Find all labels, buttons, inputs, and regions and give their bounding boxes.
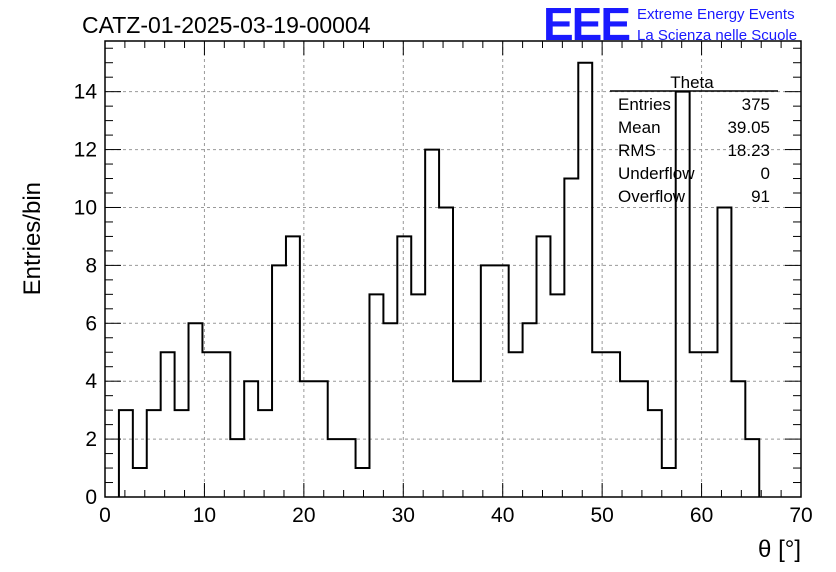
y-tick-label: 4 [85,370,97,393]
stats-row-label: Underflow [618,164,695,183]
stats-row-label: Entries [618,95,671,114]
stats-row-value: 0 [761,164,770,183]
eee-logo-line2: La Scienza nelle Scuole [637,27,797,44]
stats-title: Theta [670,73,714,92]
y-tick-label: 10 [74,196,97,219]
stats-row-value: 39.05 [727,118,770,137]
y-tick-label: 8 [85,254,97,277]
y-tick-label: 0 [85,486,97,509]
stats-row-label: Overflow [618,187,686,206]
stats-row-value: 18.23 [727,141,770,160]
stats-row-value: 375 [742,95,770,114]
stats-rows: Entries 375 Mean 39.05 RMS 18.23 Underflow 0 Ove… [618,95,770,206]
x-tick-label: 50 [590,504,613,527]
eee-logo-mark: EEE [543,0,629,50]
y-tick-label: 14 [74,81,98,104]
eee-logo: EEE Extreme Energy Events La Scienza nel… [543,0,797,50]
stats-row-label: Mean [618,118,661,137]
histogram [117,61,761,497]
x-tick-label: 40 [491,504,514,527]
x-axis-label: θ [°] [758,536,801,563]
histogram-outline [117,61,761,497]
x-tick-label: 20 [292,504,315,527]
stats-box: Theta Entries 375 Mean 39.05 RMS 18.23 Underfl… [610,73,778,206]
x-tick-label: 70 [789,504,812,527]
stats-row-label: RMS [618,141,656,160]
y-tick-label: 6 [85,312,97,335]
plot-border [104,40,802,498]
eee-logo-line1: Extreme Energy Events [637,6,795,23]
stats-row-value: 91 [751,187,770,206]
axis-ticks: 0 10 20 30 40 50 60 70 0 2 4 6 8 10 12 14 [74,41,813,527]
x-tick-label: 30 [392,504,415,527]
y-tick-label: 2 [85,428,97,451]
y-axis-label: Entries/bin [19,182,46,295]
x-tick-label: 60 [690,504,713,527]
y-tick-label: 12 [74,139,97,162]
plot-frame [104,40,802,498]
chart-title: CATZ-01-2025-03-19-00004 [82,12,371,38]
x-tick-label: 10 [193,504,216,527]
x-tick-label: 0 [99,504,111,527]
